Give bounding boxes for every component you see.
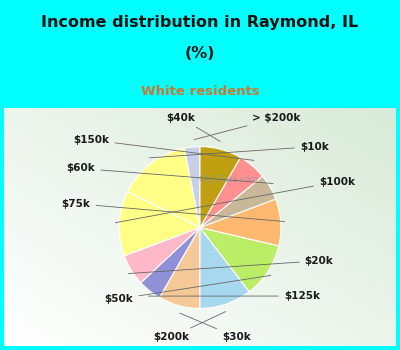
Wedge shape bbox=[124, 228, 200, 283]
Wedge shape bbox=[160, 228, 200, 308]
Text: $60k: $60k bbox=[66, 163, 273, 183]
Text: $30k: $30k bbox=[180, 313, 250, 342]
Text: $75k: $75k bbox=[62, 199, 285, 222]
Text: > $200k: > $200k bbox=[194, 113, 301, 140]
Wedge shape bbox=[200, 228, 249, 308]
Wedge shape bbox=[200, 199, 281, 246]
Wedge shape bbox=[200, 176, 276, 228]
Wedge shape bbox=[141, 228, 200, 298]
Wedge shape bbox=[119, 192, 200, 256]
Text: $150k: $150k bbox=[74, 135, 254, 160]
Text: $20k: $20k bbox=[128, 256, 334, 274]
Text: $50k: $50k bbox=[105, 275, 271, 304]
Wedge shape bbox=[200, 228, 279, 292]
Text: White residents: White residents bbox=[141, 85, 259, 98]
Text: $10k: $10k bbox=[150, 142, 329, 158]
Text: (%): (%) bbox=[185, 46, 215, 61]
Text: $100k: $100k bbox=[115, 177, 355, 223]
Text: $200k: $200k bbox=[154, 312, 226, 342]
Text: $125k: $125k bbox=[148, 291, 320, 301]
Wedge shape bbox=[200, 158, 262, 228]
Wedge shape bbox=[128, 148, 200, 228]
Wedge shape bbox=[184, 147, 200, 228]
Text: Income distribution in Raymond, IL: Income distribution in Raymond, IL bbox=[41, 15, 359, 30]
Wedge shape bbox=[200, 147, 240, 228]
Text: $40k: $40k bbox=[166, 113, 220, 141]
Text: City-Data.com: City-Data.com bbox=[199, 175, 258, 184]
